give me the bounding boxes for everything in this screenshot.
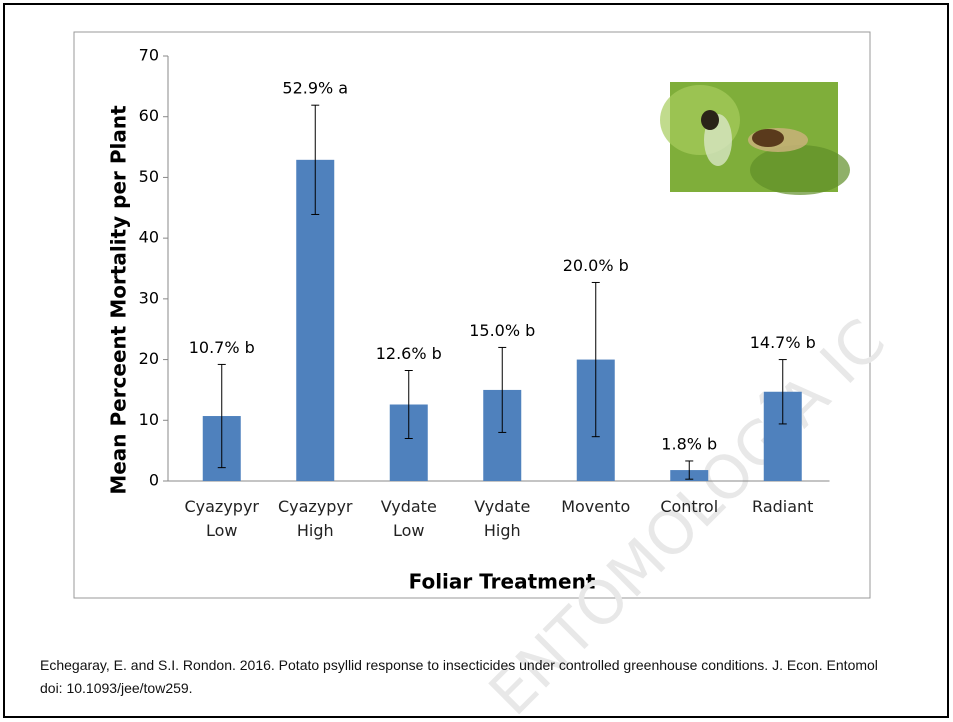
data-label: 12.6% b [376, 344, 442, 363]
data-label: 10.7% b [189, 338, 255, 357]
y-tick-label: 70 [139, 46, 159, 65]
x-tick-label: Cyazypyr High [277, 497, 353, 540]
y-tick-label: 60 [139, 106, 159, 125]
y-axis-title: Mean Perceent Mortality per Plant [107, 105, 131, 495]
data-label: 15.0% b [469, 321, 535, 340]
y-tick-label: 30 [139, 288, 159, 307]
x-axis-title: Foliar Treatment [409, 570, 596, 594]
x-tick-label: Vydate Low [380, 497, 437, 540]
y-tick-label: 50 [139, 167, 159, 186]
x-tick-label: Radiant [752, 497, 814, 516]
data-label: 52.9% a [282, 79, 348, 98]
citation: Echegaray, E. and S.I. Rondon. 2016. Pot… [40, 657, 878, 696]
x-tick-label: Control [660, 497, 719, 516]
y-tick-label: 10 [139, 410, 159, 429]
y-tick-label: 40 [139, 228, 159, 247]
insect-photo [660, 82, 850, 195]
data-label: 14.7% b [750, 333, 816, 352]
x-tick-label: Cyazypyr Low [184, 497, 259, 540]
x-tick-label: Movento [561, 497, 631, 516]
data-label: 1.8% b [661, 434, 717, 453]
x-tick-label: Vydate High [474, 497, 531, 540]
y-tick-label: 20 [139, 349, 159, 368]
slide-border [3, 3, 949, 718]
y-tick-label: 0 [149, 471, 159, 490]
data-label: 20.0% b [563, 256, 629, 275]
